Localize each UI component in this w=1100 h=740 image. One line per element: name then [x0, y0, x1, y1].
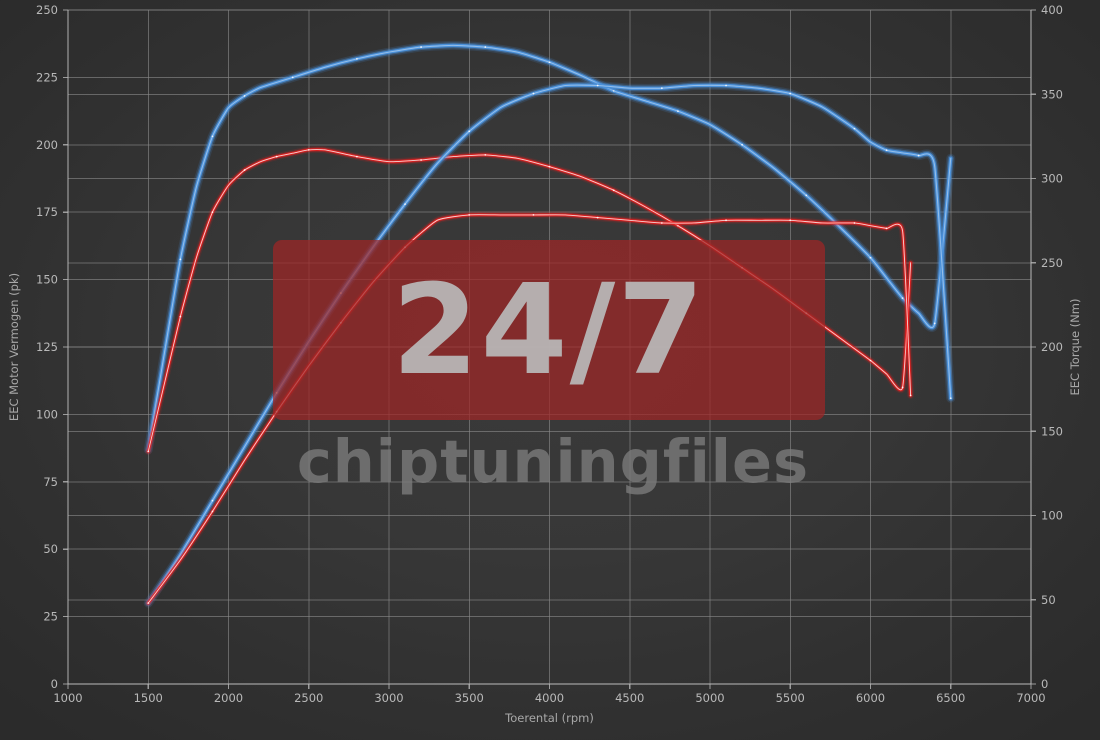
y-axis-tick-label: 25 [43, 610, 58, 624]
y2-axis-tick-label: 400 [1041, 3, 1063, 17]
x-axis-tick-label: 6500 [936, 691, 965, 705]
y2-axis-tick-label: 150 [1041, 424, 1063, 438]
x-axis-tick-label: 4500 [615, 691, 644, 705]
y2-axis-tick-label: 200 [1041, 340, 1063, 354]
y2-axis-tick-label: 0 [1041, 677, 1048, 691]
y2-axis-tick-label: 50 [1041, 593, 1056, 607]
x-axis-tick-label: 7000 [1016, 691, 1045, 705]
y-axis-tick-label: 200 [36, 138, 58, 152]
x-axis-tick-label: 2500 [294, 691, 323, 705]
y2-axis-title: EEC Torque (Nm) [1068, 299, 1082, 396]
axis-labels-group: 0255075100125150175200225250050100150200… [7, 3, 1082, 725]
y2-axis-tick-label: 350 [1041, 87, 1063, 101]
y-axis-title: EEC Motor Vermogen (pk) [7, 273, 21, 421]
y-axis-tick-label: 0 [51, 677, 58, 691]
x-axis-tick-label: 4000 [535, 691, 564, 705]
y2-axis-tick-label: 250 [1041, 256, 1063, 270]
grid-group [68, 9, 1032, 685]
x-axis-tick-label: 3500 [455, 691, 484, 705]
x-axis-tick-label: 6000 [856, 691, 885, 705]
y-axis-tick-label: 150 [36, 273, 58, 287]
y-axis-tick-label: 100 [36, 407, 58, 421]
x-axis-tick-label: 3000 [374, 691, 403, 705]
y-axis-tick-label: 75 [43, 475, 58, 489]
y-axis-tick-label: 50 [43, 542, 58, 556]
x-axis-tick-label: 2000 [214, 691, 243, 705]
y2-axis-tick-label: 100 [1041, 509, 1063, 523]
x-axis-tick-label: 1000 [53, 691, 82, 705]
x-axis-tick-label: 5000 [695, 691, 724, 705]
x-axis-title: Toerental (rpm) [504, 711, 594, 725]
y-axis-tick-label: 225 [36, 70, 58, 84]
y2-axis-tick-label: 300 [1041, 172, 1063, 186]
y-axis-tick-label: 175 [36, 205, 58, 219]
y-axis-tick-label: 250 [36, 3, 58, 17]
x-axis-tick-label: 1500 [134, 691, 163, 705]
x-axis-tick-label: 5500 [776, 691, 805, 705]
y-axis-tick-label: 125 [36, 340, 58, 354]
